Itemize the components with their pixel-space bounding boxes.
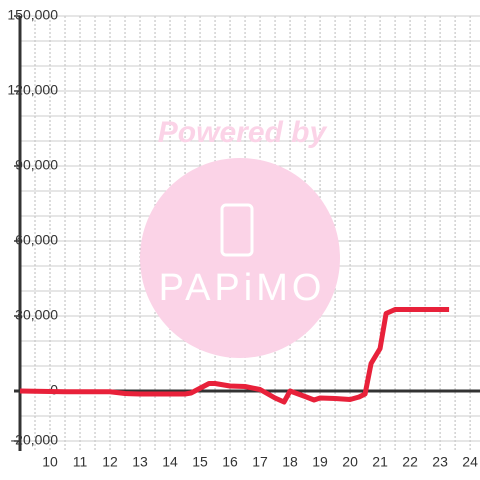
x-tick-label: 12 xyxy=(102,454,118,470)
x-tick-label: 20 xyxy=(342,454,358,470)
series-line xyxy=(19,307,450,405)
y-tick-label: 120,000 xyxy=(7,82,58,98)
x-tick-label: 11 xyxy=(73,454,88,470)
watermark-top: Powered by xyxy=(158,116,328,149)
watermark-bottom: PAPiMO xyxy=(159,267,326,309)
y-tick-label: 30,000 xyxy=(15,307,58,323)
x-tick-label: 15 xyxy=(192,454,208,470)
x-tick-label: 21 xyxy=(372,454,388,470)
watermark-icon xyxy=(220,203,254,257)
x-tick-label: 23 xyxy=(432,454,448,470)
x-tick-label: 17 xyxy=(252,454,268,470)
x-tick-label: 18 xyxy=(282,454,298,470)
y-tick-label: 90,000 xyxy=(15,157,58,173)
x-tick-label: 19 xyxy=(312,454,328,470)
x-tick-label: 10 xyxy=(42,454,58,470)
plot: -20,000030,00060,00090,000120,000150,000… xyxy=(7,7,480,470)
watermark: Powered by PAPiMO xyxy=(140,116,340,358)
x-tick-label: 24 xyxy=(462,454,478,470)
watermark-circle xyxy=(140,158,340,358)
y-tick-label: 60,000 xyxy=(15,232,58,248)
y-tick-label: 150,000 xyxy=(7,7,58,23)
x-tick-label: 14 xyxy=(162,454,178,470)
x-tick-label: 22 xyxy=(402,454,418,470)
x-tick-label: 13 xyxy=(132,454,148,470)
y-tick-label: -20,000 xyxy=(11,432,59,448)
x-tick-label: 16 xyxy=(222,454,238,470)
